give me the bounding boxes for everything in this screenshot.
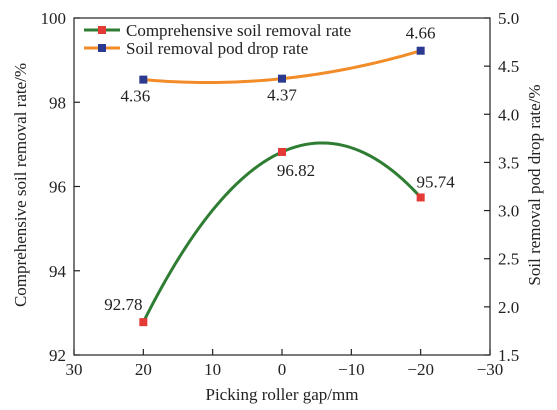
right-y-tick-label: 2.0 bbox=[498, 298, 519, 317]
right-y-tick-label: 1.5 bbox=[498, 346, 519, 365]
data-label-pod-drop-0: 4.36 bbox=[120, 87, 150, 106]
data-label-comprehensive-0: 92.78 bbox=[104, 295, 142, 314]
marker-pod-drop-2 bbox=[416, 46, 425, 55]
right-y-axis-title: Soil removal pod drop rate/% bbox=[525, 84, 544, 285]
series-markers bbox=[139, 46, 425, 327]
marker-pod-drop-0 bbox=[139, 75, 148, 84]
data-label-comprehensive-1: 96.82 bbox=[277, 161, 315, 180]
legend-label-pod-drop: Soil removal pod drop rate bbox=[126, 39, 308, 58]
data-labels: 92.78 96.82 95.74 4.36 4.37 4.66 bbox=[104, 24, 455, 314]
x-tick-label: 20 bbox=[135, 360, 152, 379]
data-label-pod-drop-1: 4.37 bbox=[267, 86, 297, 105]
right-y-tick-label: 5.0 bbox=[498, 9, 519, 28]
plot-frame: 30 20 10 0 −10 −20 −30929496981001.52.02.53.03… bbox=[41, 9, 520, 379]
right-y-tick-label: 4.0 bbox=[498, 105, 519, 124]
data-label-pod-drop-2: 4.66 bbox=[406, 24, 436, 43]
left-y-tick-label: 96 bbox=[49, 178, 66, 197]
x-tick-label: 10 bbox=[204, 360, 221, 379]
marker-comprehensive-0 bbox=[139, 318, 148, 327]
right-y-tick-label: 3.5 bbox=[498, 153, 519, 172]
x-tick-label: −30 bbox=[477, 360, 504, 379]
data-label-comprehensive-2: 95.74 bbox=[417, 172, 456, 191]
right-y-tick-label: 3.0 bbox=[498, 202, 519, 221]
x-tick-label: 0 bbox=[278, 360, 287, 379]
left-y-tick-label: 98 bbox=[49, 93, 66, 112]
marker-comprehensive-1 bbox=[278, 147, 286, 156]
x-axis-title: Picking roller gap/mm bbox=[206, 385, 359, 404]
x-tick-label: 30 bbox=[66, 360, 83, 379]
legend-label-comprehensive: Comprehensive soil removal rate bbox=[126, 21, 351, 40]
legend: Comprehensive soil removal rate Soil rem… bbox=[84, 21, 351, 58]
marker-comprehensive-2 bbox=[416, 193, 425, 202]
x-tick-label: −10 bbox=[338, 360, 365, 379]
x-tick-label: −20 bbox=[407, 360, 434, 379]
left-y-tick-label: 92 bbox=[49, 346, 66, 365]
right-y-tick-label: 2.5 bbox=[498, 250, 519, 269]
legend-marker-pod-drop bbox=[98, 44, 106, 52]
right-y-tick-label: 4.5 bbox=[498, 57, 519, 76]
left-y-tick-label: 100 bbox=[41, 9, 67, 28]
left-y-axis-title: Comprehensive soil removal rate/% bbox=[11, 63, 30, 307]
marker-pod-drop-1 bbox=[278, 74, 286, 83]
legend-marker-comprehensive bbox=[98, 26, 106, 34]
left-y-tick-label: 94 bbox=[49, 262, 67, 281]
